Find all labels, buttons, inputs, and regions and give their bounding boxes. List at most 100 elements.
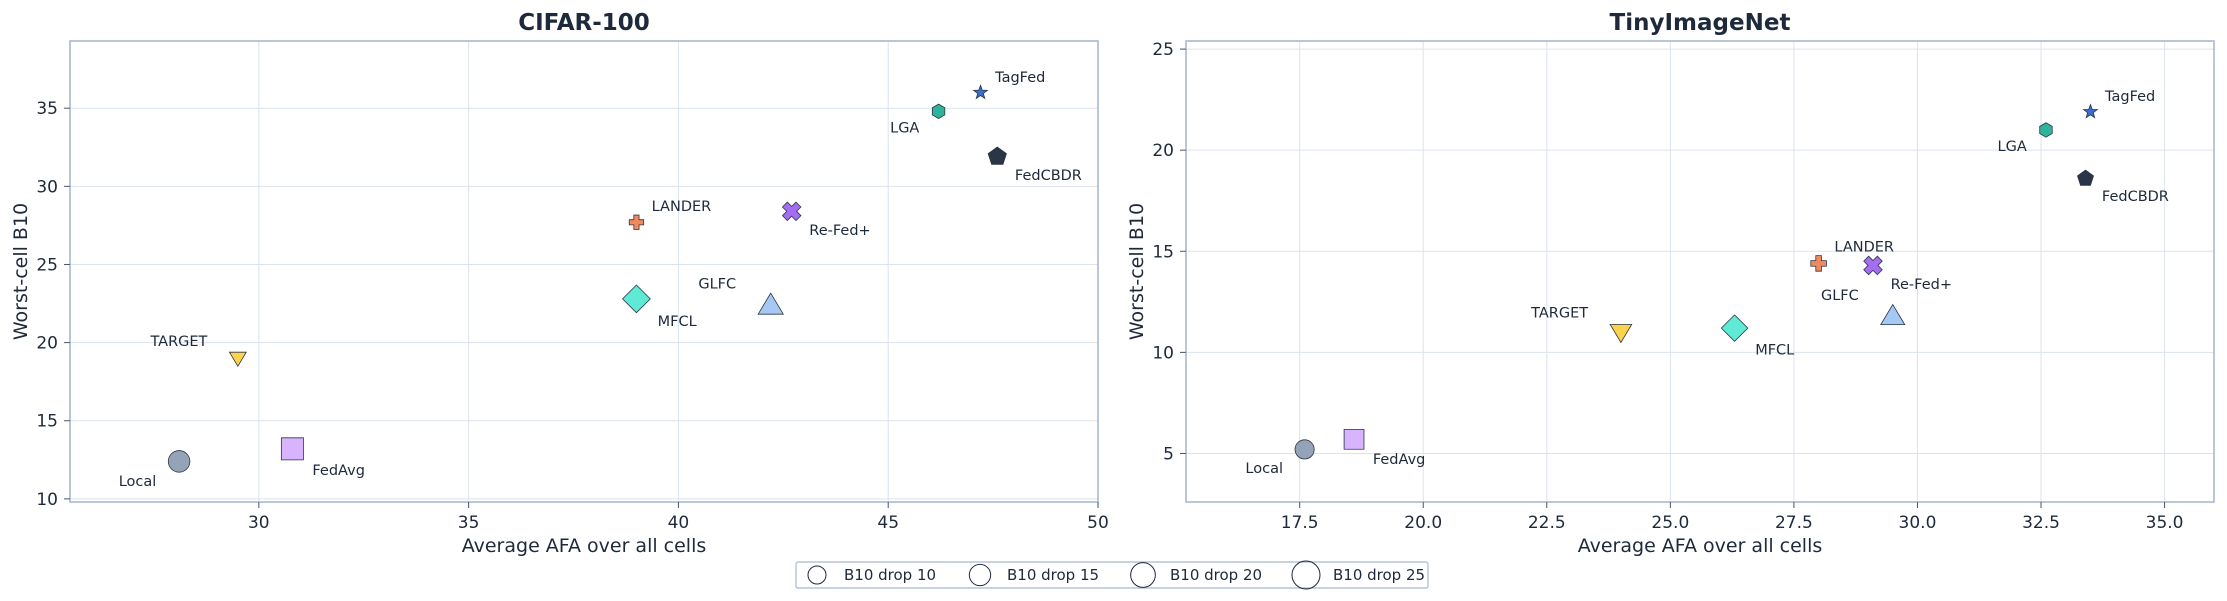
point-label-local: Local — [119, 474, 157, 490]
data-point-lander: LANDER — [1810, 240, 1894, 272]
marker-fedavg — [280, 437, 304, 461]
legend-label: B10 drop 15 — [1007, 566, 1099, 584]
chart-title: CIFAR-100 — [518, 10, 650, 36]
marker-glfc — [1880, 303, 1906, 326]
point-label-tagfed: TagFed — [994, 70, 1045, 86]
y-tick-label: 10 — [36, 490, 58, 510]
y-tick-label: 25 — [1152, 40, 1174, 60]
legend-frame — [795, 561, 1429, 589]
point-label-lga: LGA — [1998, 139, 2027, 155]
data-point-fedcbdr: FedCBDR — [987, 146, 1082, 184]
y-tick-label: 25 — [36, 255, 58, 275]
point-label-fedcbdr: FedCBDR — [1015, 168, 1082, 184]
y-tick-label: 30 — [36, 177, 58, 197]
legend-label: B10 drop 20 — [1170, 566, 1262, 584]
x-tick-label: 50 — [1087, 513, 1109, 533]
data-point-lga: LGA — [890, 103, 946, 137]
marker-lander — [1810, 255, 1827, 272]
legend: B10 drop 10 B10 drop 15 B10 drop 20 B10 dro… — [795, 560, 1429, 590]
marker-local — [1294, 439, 1315, 460]
point-label-target: TARGET — [1530, 305, 1588, 321]
point-label-local: Local — [1245, 461, 1283, 477]
data-point-lga: LGA — [1998, 122, 2053, 155]
point-label-fedavg: FedAvg — [312, 463, 365, 479]
point-label-mfcl: MFCL — [658, 314, 697, 330]
marker-target — [1609, 323, 1633, 344]
legend-size-marker — [968, 563, 992, 587]
legend-size-marker — [1291, 560, 1321, 590]
data-point-fedavg: FedAvg — [1343, 428, 1426, 468]
point-label-target: TARGET — [149, 334, 207, 350]
y-tick-label: 20 — [36, 334, 58, 354]
data-point-glfc: GLFC — [698, 276, 785, 315]
y-tick-label: 15 — [1152, 242, 1174, 262]
data-point-fedavg: FedAvg — [280, 437, 365, 479]
marker-lga — [931, 103, 946, 119]
y-tick-label: 10 — [1152, 343, 1174, 363]
point-label-glfc: GLFC — [698, 276, 736, 292]
marker-fedcbdr — [2077, 169, 2094, 186]
marker-lander — [628, 214, 645, 230]
chart-panel-cifar-100: 30 35 40 45 50 10 15 20 25 30 35 CIFAR-100 Average A… — [10, 10, 1109, 557]
marker-re-fed — [781, 201, 802, 222]
x-tick-label: 27.5 — [1775, 513, 1813, 533]
point-label-lander: LANDER — [652, 199, 712, 215]
marker-lga — [2039, 122, 2053, 138]
x-tick-label: 22.5 — [1528, 513, 1566, 533]
data-point-mfcl: MFCL — [622, 284, 697, 330]
legend-label: B10 drop 25 — [1333, 566, 1425, 584]
marker-tagfed — [972, 84, 989, 100]
x-axis-label: Average AFA over all cells — [462, 535, 707, 557]
x-tick-label: 40 — [668, 513, 690, 533]
x-axis-label: Average AFA over all cells — [1578, 535, 1823, 557]
chart-title: TinyImageNet — [1610, 10, 1791, 36]
data-point-fedcbdr: FedCBDR — [2077, 169, 2169, 205]
point-label-re-fed: Re-Fed+ — [1891, 277, 1952, 293]
data-point-tagfed: TagFed — [972, 70, 1045, 100]
legend-size-marker — [807, 565, 827, 585]
marker-fedavg — [1343, 428, 1365, 450]
y-tick-label: 20 — [1152, 141, 1174, 161]
marker-local — [167, 450, 191, 473]
point-label-mfcl: MFCL — [1755, 343, 1794, 359]
chart-panel-tinyimagenet: 17.5 20.0 22.5 25.0 27.5 30.0 32.5 35.0 5 10 15 20 2… — [1126, 10, 2215, 557]
point-label-glfc: GLFC — [1821, 288, 1859, 304]
x-tick-label: 35.0 — [2146, 513, 2184, 533]
y-tick-label: 15 — [36, 412, 58, 432]
marker-mfcl — [1720, 314, 1749, 342]
y-axis-label: Worst-cell B10 — [10, 203, 32, 340]
point-label-tagfed: TagFed — [2104, 89, 2155, 105]
data-point-lander: LANDER — [628, 199, 712, 230]
data-point-glfc: GLFC — [1821, 288, 1906, 326]
marker-mfcl — [622, 284, 651, 314]
point-label-lander: LANDER — [1834, 240, 1894, 256]
x-tick-label: 17.5 — [1281, 513, 1319, 533]
data-point-local: Local — [119, 450, 191, 490]
data-point-re-fed: Re-Fed+ — [1863, 255, 1952, 293]
data-point-tagfed: TagFed — [2082, 89, 2155, 119]
point-label-re-fed: Re-Fed+ — [809, 223, 870, 239]
x-tick-label: 35 — [458, 513, 480, 533]
x-tick-label: 20.0 — [1404, 513, 1442, 533]
plot-frame — [69, 40, 1099, 503]
data-point-target: TARGET — [1530, 305, 1633, 344]
marker-target — [228, 351, 247, 367]
marker-fedcbdr — [987, 146, 1007, 165]
x-tick-label: 45 — [877, 513, 899, 533]
x-tick-label: 32.5 — [2022, 513, 2060, 533]
x-tick-label: 25.0 — [1651, 513, 1689, 533]
legend-size-marker — [1130, 562, 1156, 588]
y-tick-label: 35 — [36, 99, 58, 119]
data-point-mfcl: MFCL — [1720, 314, 1794, 359]
plot-frame — [1185, 40, 2215, 503]
marker-glfc — [757, 292, 785, 315]
data-point-target: TARGET — [149, 334, 247, 367]
x-tick-label: 30 — [248, 513, 270, 533]
legend-label: B10 drop 10 — [844, 566, 936, 584]
data-point-re-fed: Re-Fed+ — [781, 201, 871, 239]
point-label-fedcbdr: FedCBDR — [2102, 189, 2169, 205]
y-tick-label: 5 — [1163, 444, 1174, 464]
point-label-fedavg: FedAvg — [1373, 452, 1426, 468]
